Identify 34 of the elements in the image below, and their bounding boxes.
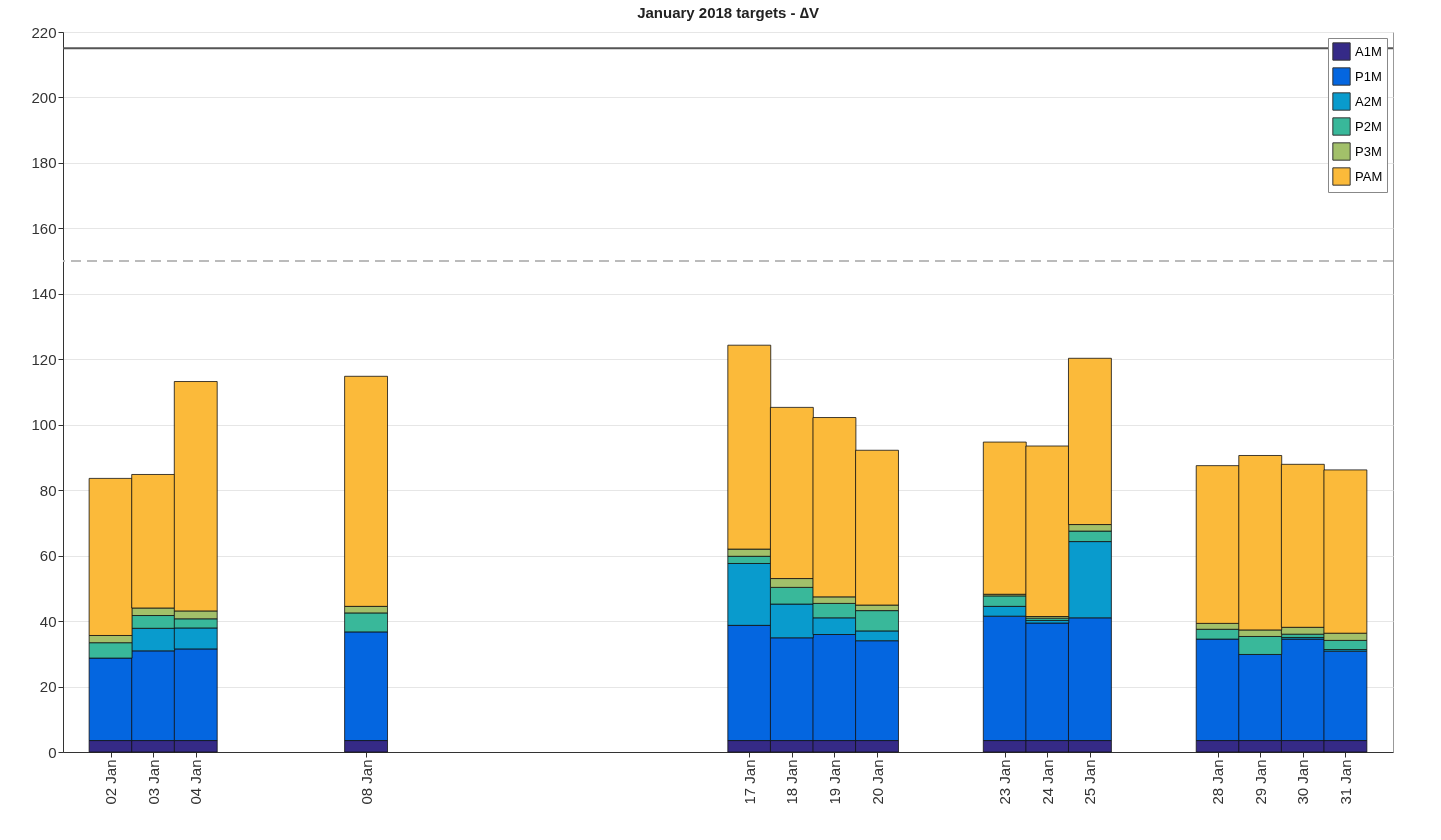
y-tick-label: 0 [48,743,57,761]
x-tick-label: 23 Jan [996,759,1014,805]
x-tick-label: 19 Jan [825,759,843,805]
legend-label: P1M [1355,68,1382,84]
legend-label: A2M [1355,93,1382,109]
chart-title: January 2018 targets - ∆V [637,4,819,21]
legend-label: P3M [1355,143,1382,159]
y-tick-label: 140 [31,285,57,303]
x-tick-label: 08 Jan [357,759,375,805]
y-tick-label: 180 [31,154,57,172]
x-tick-label: 29 Jan [1251,759,1269,805]
y-tick-label: 120 [31,350,57,368]
x-tick-label: 18 Jan [783,759,801,805]
legend-label: A1M [1355,43,1382,59]
x-tick-label: 24 Jan [1038,759,1056,805]
legend-label: PAM [1355,168,1383,184]
y-tick-label: 80 [39,481,57,499]
y-tick-label: 220 [31,23,57,41]
x-tick-label: 02 Jan [102,759,120,805]
x-tick-label: 31 Jan [1336,759,1354,805]
x-tick-label: 28 Jan [1209,759,1227,805]
y-tick-label: 200 [31,88,57,106]
x-tick-label: 04 Jan [187,759,205,805]
y-tick-label: 20 [39,678,57,696]
x-tick-label: 20 Jan [868,759,886,805]
x-tick-label: 03 Jan [144,759,162,805]
x-tick-label: 17 Jan [740,759,758,805]
y-tick-label: 40 [39,612,57,630]
y-tick-label: 100 [31,416,57,434]
x-tick-label: 25 Jan [1081,759,1099,805]
x-tick-label: 30 Jan [1294,759,1312,805]
y-tick-label: 60 [39,547,57,565]
legend-label: P2M [1355,118,1382,134]
y-tick-label: 160 [31,219,57,237]
